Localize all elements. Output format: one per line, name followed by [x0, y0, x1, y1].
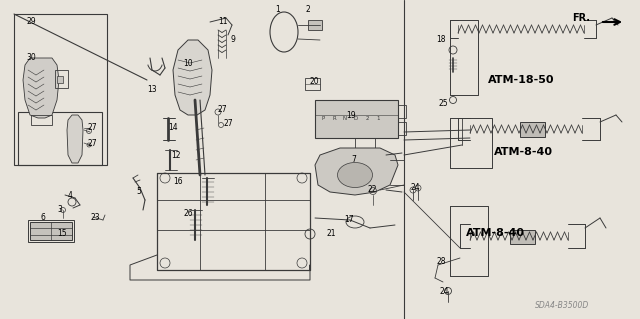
Text: 27: 27	[87, 138, 97, 147]
Text: 13: 13	[147, 85, 157, 94]
Text: 27: 27	[87, 123, 97, 132]
Bar	[355, 138, 375, 148]
Text: 3: 3	[58, 205, 63, 214]
Polygon shape	[173, 40, 212, 115]
Text: 23: 23	[90, 212, 100, 221]
Bar	[305, 78, 320, 90]
Text: 28: 28	[436, 256, 445, 265]
Bar	[30, 222, 72, 240]
Ellipse shape	[337, 162, 372, 188]
Text: R: R	[332, 116, 336, 122]
Bar	[55, 70, 68, 88]
Text: SDA4-B3500D: SDA4-B3500D	[535, 301, 589, 310]
Text: 26: 26	[183, 210, 193, 219]
Polygon shape	[67, 115, 83, 163]
Text: 29: 29	[26, 18, 36, 26]
Bar	[57, 76, 63, 83]
Text: 14: 14	[168, 122, 178, 131]
Text: N: N	[343, 116, 347, 122]
Text: 27: 27	[223, 118, 233, 128]
Text: 20: 20	[309, 78, 319, 86]
Text: 19: 19	[346, 110, 356, 120]
Text: ATM-8-40: ATM-8-40	[466, 228, 525, 238]
Bar	[398, 122, 406, 135]
Text: 6: 6	[40, 212, 45, 221]
Text: 1: 1	[276, 5, 280, 14]
Text: 2: 2	[306, 5, 310, 14]
Text: 22: 22	[367, 186, 377, 195]
Text: ATM-18-50: ATM-18-50	[488, 75, 554, 85]
Text: 25: 25	[438, 99, 448, 108]
Bar	[28, 220, 74, 242]
Text: 17: 17	[344, 216, 354, 225]
Text: 12: 12	[172, 151, 180, 160]
Polygon shape	[315, 148, 398, 195]
Bar	[31, 115, 52, 125]
Text: 15: 15	[57, 228, 67, 238]
Bar	[308, 20, 322, 30]
Text: 18: 18	[436, 35, 445, 44]
Text: ATM-8-40: ATM-8-40	[494, 147, 553, 157]
Bar	[520, 122, 545, 137]
Text: FR.: FR.	[572, 13, 590, 23]
Text: D: D	[354, 116, 358, 122]
Text: 2: 2	[365, 116, 369, 122]
Polygon shape	[23, 58, 59, 118]
Text: 11: 11	[218, 18, 228, 26]
Text: 7: 7	[351, 155, 356, 165]
Text: 1: 1	[376, 116, 380, 122]
Bar	[510, 230, 535, 244]
Text: 24: 24	[410, 183, 420, 192]
Text: 21: 21	[326, 229, 336, 239]
Text: 30: 30	[26, 54, 36, 63]
Text: P: P	[321, 116, 324, 122]
Text: 5: 5	[136, 188, 141, 197]
Text: 27: 27	[217, 106, 227, 115]
Bar	[14, 14, 107, 165]
Text: 24: 24	[439, 286, 449, 295]
Text: 4: 4	[68, 190, 72, 199]
Bar	[398, 105, 406, 118]
Text: 9: 9	[230, 35, 236, 44]
Text: 16: 16	[173, 176, 183, 186]
Bar	[315, 100, 398, 138]
Text: 10: 10	[183, 60, 193, 69]
Bar	[18, 112, 102, 165]
